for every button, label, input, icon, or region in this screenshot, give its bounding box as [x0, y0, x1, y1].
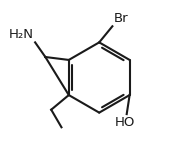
Text: Br: Br	[114, 12, 128, 25]
Text: H₂N: H₂N	[9, 28, 34, 41]
Text: HO: HO	[115, 116, 135, 128]
